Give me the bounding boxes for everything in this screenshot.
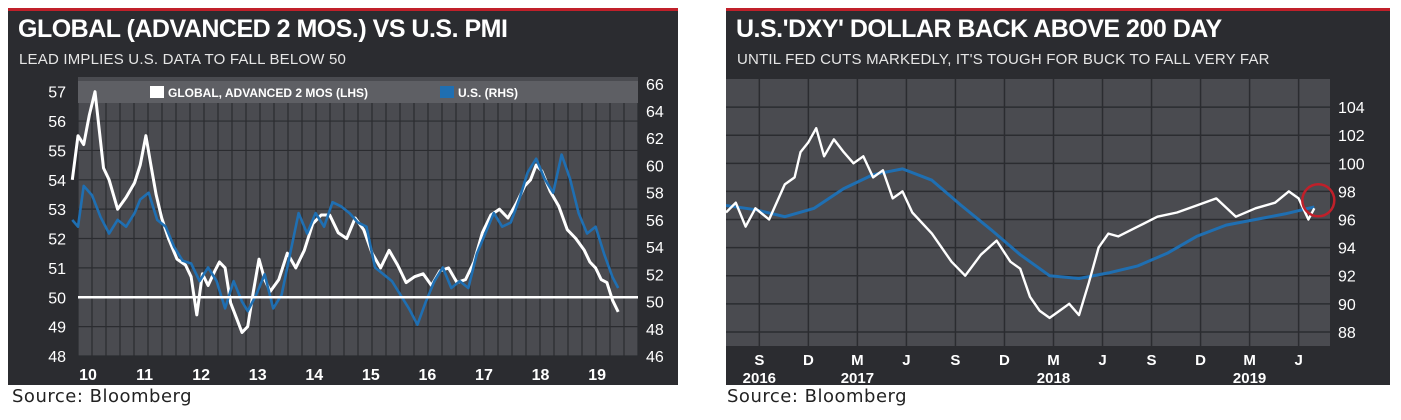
x-axis-tick-label: 10	[79, 367, 97, 384]
left-axis-tick-label: 48	[48, 349, 66, 366]
left-chart-panel: GLOBAL (ADVANCED 2 MOS.) VS U.S. PMI LEA…	[8, 8, 678, 385]
right-axis-tick-label: 60	[646, 158, 664, 175]
right-axis-tick-label: 54	[646, 240, 664, 257]
left-chart-title: GLOBAL (ADVANCED 2 MOS.) VS U.S. PMI	[18, 15, 508, 43]
right-axis-tick-label: 62	[646, 131, 664, 148]
month-tick-label: D	[999, 352, 1010, 369]
dxy-axis-tick-label: 104	[1338, 100, 1365, 117]
month-tick-label: J	[1294, 352, 1302, 369]
dxy-axis-tick-label: 96	[1338, 213, 1356, 230]
right-axis-tick-label: 66	[646, 77, 664, 94]
x-axis-tick-label: 14	[305, 367, 323, 384]
month-tick-label: S	[754, 352, 764, 369]
left-axis-tick-label: 49	[48, 320, 66, 337]
left-axis-tick-label: 51	[48, 261, 66, 278]
right-axis-tick-label: 58	[646, 186, 664, 203]
x-axis-tick-label: 19	[588, 367, 606, 384]
left-legend-label-us: U.S. (RHS)	[458, 86, 518, 100]
right-axis-tick-label: 56	[646, 213, 664, 230]
left-legend-swatch-global	[150, 86, 164, 98]
right-axis-tick-label: 46	[646, 349, 664, 366]
x-axis-tick-label: 11	[136, 367, 153, 384]
dxy-axis-tick-label: 90	[1338, 297, 1356, 314]
x-axis-tick-label: 15	[362, 367, 380, 384]
x-axis-tick-label: 12	[192, 367, 210, 384]
left-axis-tick-label: 52	[48, 232, 66, 249]
moving-average-200-day-line	[726, 167, 1315, 280]
right-axis-tick-label: 64	[646, 104, 664, 121]
left-legend-label-global: GLOBAL, ADVANCED 2 MOS (LHS)	[168, 86, 368, 100]
left-axis-tick-label: 54	[48, 173, 66, 190]
right-plot-area	[726, 79, 1330, 346]
left-axis-tick-label: 53	[48, 202, 66, 219]
month-tick-label: S	[1147, 352, 1157, 369]
month-tick-label: S	[950, 352, 960, 369]
left-legend-bar	[78, 81, 638, 103]
dxy-axis-tick-label: 98	[1338, 184, 1356, 201]
right-axis-tick-label: 50	[646, 295, 664, 312]
global-pmi-line	[70, 90, 620, 334]
dxy-line	[726, 126, 1316, 320]
left-legend-swatch-us	[440, 86, 454, 98]
dxy-axis-tick-label: 88	[1338, 325, 1356, 342]
latest-value-circle	[1301, 183, 1336, 218]
right-chart-plot: 104 102 100 98 96 94 92 90 88 S D M J S D M J S D M J 2016 201…	[726, 79, 1365, 385]
left-axis-tick-label: 55	[48, 143, 66, 160]
left-chart-subtitle: LEAD IMPLIES U.S. DATA TO FALL BELOW 50	[19, 51, 347, 68]
right-axis-tick-label: 52	[646, 267, 664, 284]
us-pmi-line	[71, 153, 620, 327]
x-axis-tick-label: 16	[418, 367, 436, 384]
right-axis-tick-label: 48	[646, 322, 664, 339]
dxy-axis-tick-label: 92	[1338, 269, 1356, 286]
left-axis-tick-label: 57	[48, 85, 66, 102]
month-tick-label: M	[851, 352, 864, 369]
month-tick-label: D	[803, 352, 814, 369]
month-tick-label: M	[1047, 352, 1060, 369]
dxy-axis-tick-label: 102	[1338, 128, 1365, 145]
right-chart-source: Source: Bloomberg	[727, 386, 908, 407]
year-tick-label: 2019	[1233, 370, 1266, 385]
left-axis-tick-label: 56	[48, 114, 66, 131]
right-chart-title: U.S.'DXY' DOLLAR BACK ABOVE 200 DAY	[736, 15, 1222, 43]
month-tick-label: J	[1098, 352, 1106, 369]
left-chart-plot: GLOBAL, ADVANCED 2 MOS (LHS) U.S. (RHS) 57…	[48, 77, 664, 384]
year-tick-label: 2017	[841, 370, 874, 385]
dxy-axis-tick-label: 94	[1338, 241, 1356, 258]
left-chart-source: Source: Bloomberg	[12, 386, 193, 407]
month-tick-label: M	[1243, 352, 1256, 369]
month-tick-label: D	[1195, 352, 1206, 369]
month-tick-label: J	[902, 352, 910, 369]
right-chart-subtitle: UNTIL FED CUTS MARKEDLY, IT'S TOUGH FOR …	[737, 51, 1270, 68]
year-tick-label: 2018	[1037, 370, 1070, 385]
left-axis-tick-label: 50	[48, 290, 66, 307]
x-axis-tick-label: 13	[249, 367, 267, 384]
x-axis-tick-label: 18	[532, 367, 550, 384]
dxy-axis-tick-label: 100	[1338, 156, 1365, 173]
right-chart-panel: U.S.'DXY' DOLLAR BACK ABOVE 200 DAY UNTI…	[726, 8, 1390, 385]
x-axis-tick-label: 17	[475, 367, 493, 384]
year-tick-label: 2016	[743, 370, 776, 385]
